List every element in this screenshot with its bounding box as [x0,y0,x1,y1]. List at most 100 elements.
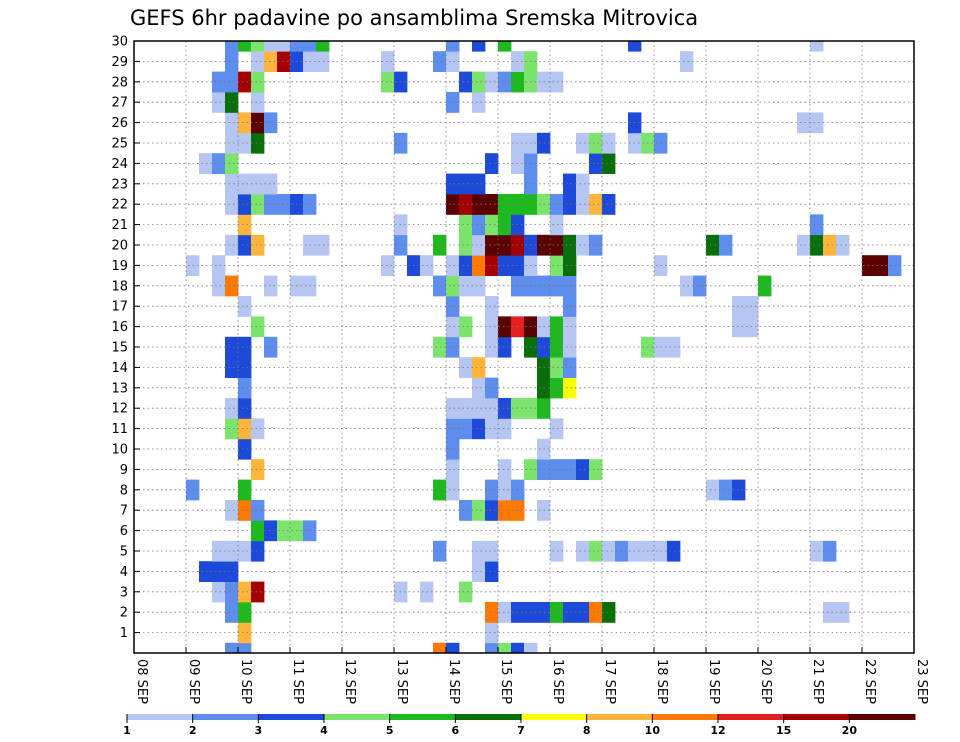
heatmap-cell [238,398,252,419]
heatmap-cell [602,132,616,154]
y-tick-label: 2 [120,606,128,621]
heatmap-cell [433,234,447,256]
colorbar-label: 1 [123,724,131,737]
colorbar-label: 8 [583,724,591,737]
heatmap-cell [238,173,252,195]
heatmap-cell [264,194,278,215]
heatmap-cell [836,602,850,623]
heatmap-cell [485,602,499,623]
heatmap-cell [199,561,213,582]
heatmap-cell [251,459,265,480]
y-tick-label: 6 [120,524,128,539]
heatmap-cell [836,234,850,256]
y-tick-label: 12 [111,402,128,417]
heatmap-cell [550,214,564,236]
heatmap-cell [459,71,473,93]
heatmap-cell [264,520,278,542]
x-tick-label: 17 SEP [602,659,617,704]
heatmap-cell [225,540,239,562]
heatmap-cell [238,581,252,603]
heatmap-cell [667,540,681,562]
heatmap-cell [199,153,213,174]
heatmap-cell [446,642,460,654]
heatmap-cell [264,51,278,72]
heatmap-cell [485,296,499,317]
heatmap-cell [576,540,590,562]
y-tick-label: 4 [120,565,128,580]
heatmap-cell [563,602,577,623]
heatmap-cell [550,316,564,338]
heatmap-cell [225,642,239,654]
heatmap-cell [225,581,239,603]
heatmap-cell [589,540,603,562]
heatmap-cell [433,336,447,358]
y-tick-label: 28 [111,75,128,90]
x-tick-label: 13 SEP [394,659,409,704]
heatmap-cell [459,398,473,419]
heatmap-cell [225,336,239,358]
heatmap-cell [459,173,473,195]
heatmap-cell [251,112,265,134]
heatmap-cell [433,642,447,654]
heatmap-cell [485,234,499,256]
heatmap-cell [563,255,577,276]
heatmap-cell [459,255,473,276]
colorbar-swatch [455,714,522,720]
heatmap-cell [212,581,226,603]
heatmap-cell [589,194,603,215]
heatmap-cell [589,459,603,480]
y-tick-label: 9 [120,463,128,478]
heatmap-cell [563,275,577,297]
heatmap-cell [550,377,564,399]
heatmap-cell [576,459,590,480]
heatmap-cell [238,622,252,644]
heatmap-cell [251,316,265,338]
heatmap-cell [615,540,629,562]
heatmap-cell [472,234,486,256]
heatmap-cell [290,41,304,52]
heatmap-cell [446,255,460,276]
heatmap-cell [485,336,499,358]
x-tick-label: 18 SEP [654,659,669,704]
colorbar-swatch [718,714,785,720]
y-tick-label: 25 [111,137,128,152]
heatmap-cell [485,479,499,501]
colorbar-label: 12 [710,724,725,737]
x-tick-label: 08 SEP [134,659,149,704]
heatmap-cell [433,275,447,297]
heatmap-cell [446,438,460,460]
y-tick-label: 22 [111,198,128,213]
heatmap-cell [225,500,239,521]
heatmap-cell [498,642,512,654]
y-tick-label: 10 [111,443,128,458]
heatmap-cell [251,418,265,440]
heatmap-cell [810,112,824,134]
heatmap-cell [667,336,681,358]
y-tick-label: 17 [111,300,128,315]
heatmap-cell [472,194,486,215]
heatmap-cell [212,561,226,582]
heatmap-cell [459,234,473,256]
heatmap-cell [576,602,590,623]
heatmap-cell [225,112,239,134]
heatmap-cell [472,275,486,297]
heatmap-cell [433,540,447,562]
y-tick-label: 29 [111,55,128,70]
heatmap-cell [485,642,499,654]
heatmap-cell [446,296,460,317]
heatmap-cell [485,71,499,93]
heatmap-cell [602,540,616,562]
heatmap-cell [498,418,512,440]
heatmap-cell [485,153,499,174]
heatmap-cell [238,418,252,440]
heatmap-cell [238,194,252,215]
heatmap-cell [498,398,512,419]
heatmap-cell [550,71,564,93]
heatmap-cell [459,357,473,378]
heatmap-cell [251,581,265,603]
heatmap-cell [251,173,265,195]
heatmap-cell [810,234,824,256]
heatmap-cell [238,540,252,562]
heatmap-cell [251,500,265,521]
colorbar-label: 7 [517,724,525,737]
